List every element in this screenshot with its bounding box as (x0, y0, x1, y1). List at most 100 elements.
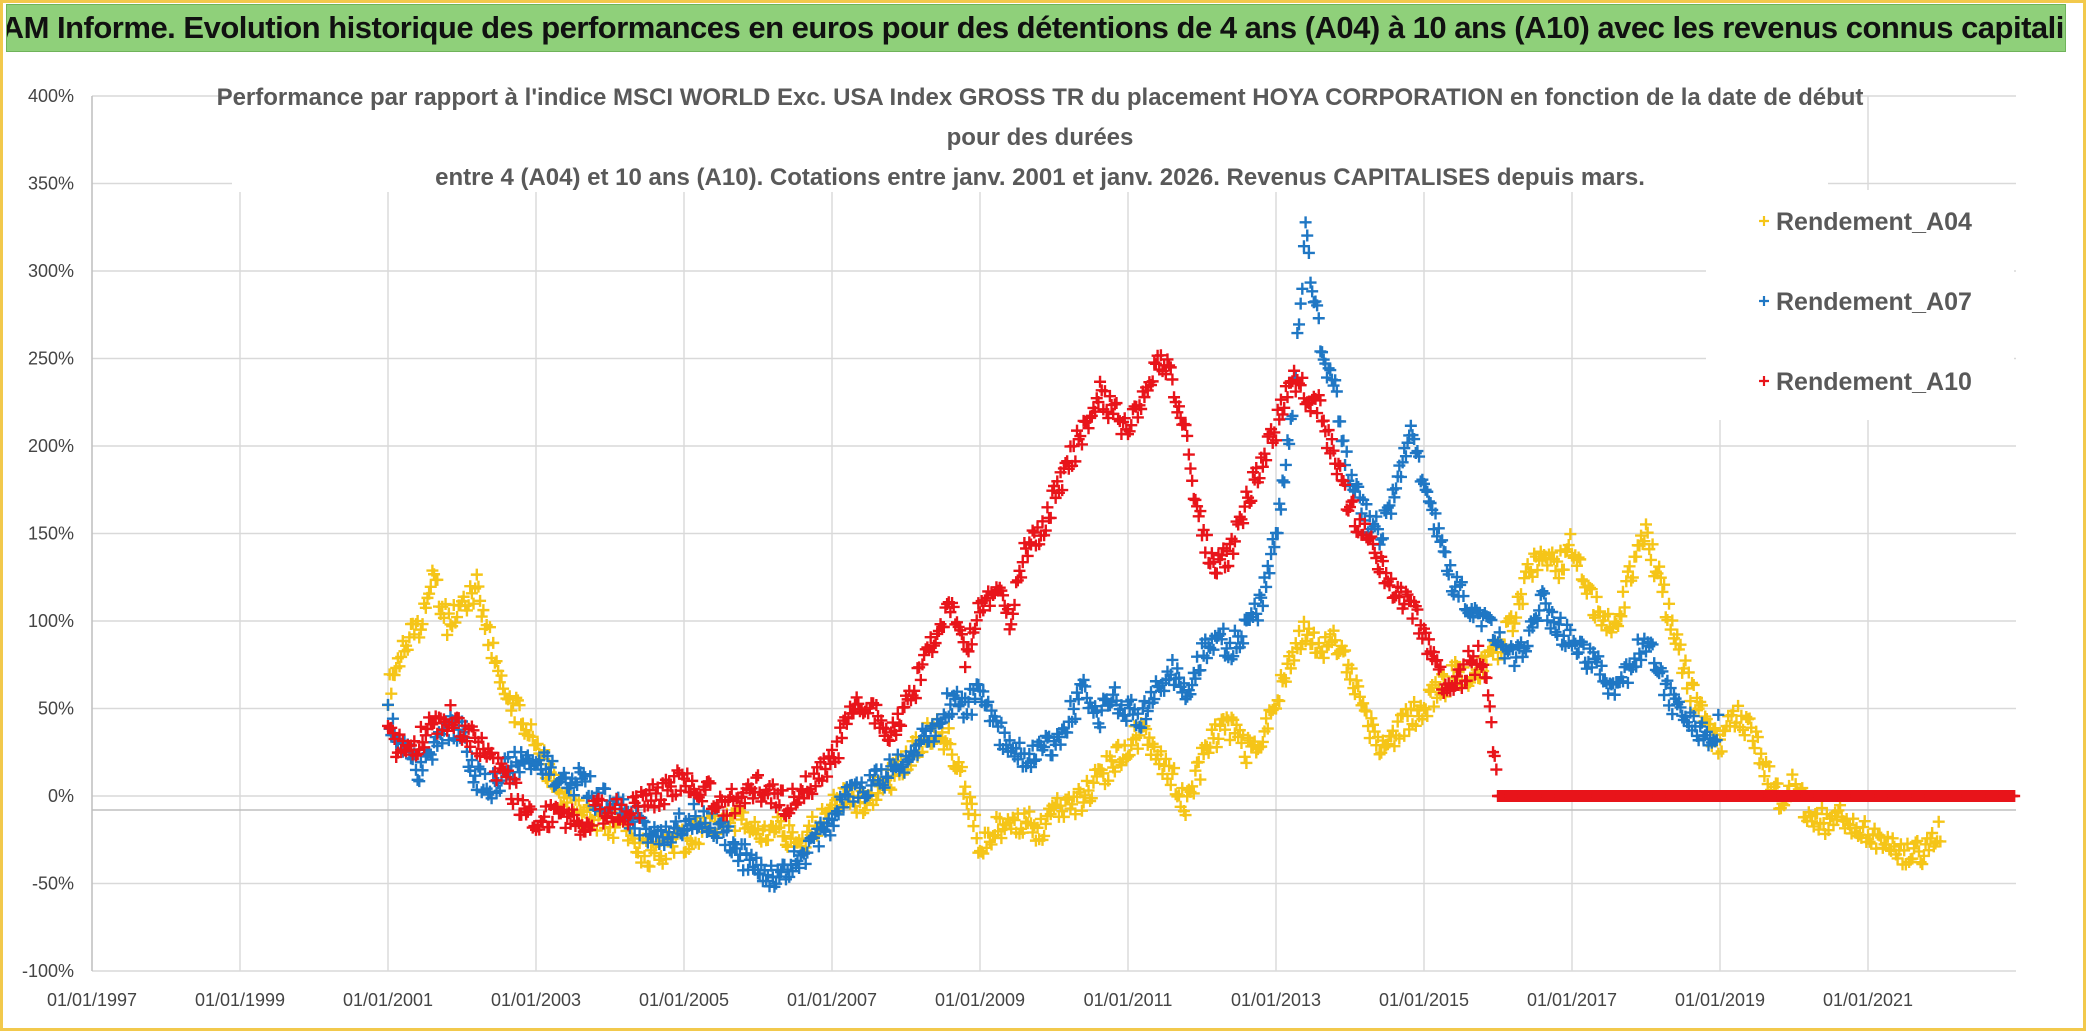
data-point (1595, 659, 1608, 672)
data-point (946, 748, 959, 761)
data-point (806, 810, 819, 823)
legend-item: Rendement_A04 (1759, 208, 1972, 236)
data-point (513, 699, 526, 712)
data-point (1843, 819, 1856, 832)
data-point (1538, 587, 1551, 600)
data-point (401, 643, 414, 656)
data-point (1291, 327, 1304, 340)
data-point (1418, 477, 1430, 490)
data-point (982, 695, 995, 708)
legend-marker (1759, 376, 1769, 386)
data-point (510, 691, 523, 704)
data-point (1699, 710, 1712, 723)
data-point (1345, 468, 1358, 481)
data-point (1490, 763, 1503, 776)
data-point (1217, 622, 1230, 635)
data-point (1345, 495, 1358, 508)
data-point (1082, 784, 1095, 797)
data-point (957, 636, 970, 649)
data-point (1166, 373, 1179, 386)
data-point (1192, 756, 1205, 769)
x-tick-label: 01/01/2015 (1379, 990, 1469, 1010)
data-point (1406, 612, 1419, 625)
data-point (1626, 571, 1639, 584)
data-point (503, 690, 516, 703)
data-point (1322, 424, 1335, 437)
data-point (1635, 653, 1648, 666)
data-point (1023, 536, 1036, 549)
data-point (1411, 603, 1424, 616)
data-point (1148, 693, 1161, 706)
data-point (1419, 703, 1432, 716)
data-point (895, 719, 908, 732)
data-point (942, 722, 955, 735)
chart-series (382, 216, 2021, 893)
data-point (927, 639, 940, 652)
x-tick-label: 01/01/2021 (1823, 990, 1913, 1010)
data-point (1102, 774, 1115, 787)
data-point (1608, 688, 1621, 701)
data-point (1763, 760, 1776, 773)
data-point (1638, 535, 1651, 548)
data-point (1368, 546, 1381, 559)
data-point (1158, 684, 1171, 697)
data-point (513, 766, 526, 779)
data-point (1549, 626, 1562, 639)
data-point (599, 782, 612, 795)
data-point (1644, 636, 1657, 649)
data-point (1472, 639, 1485, 652)
y-tick-label: 0% (48, 786, 74, 806)
y-tick-label: 200% (28, 436, 74, 456)
data-point (1592, 650, 1605, 663)
data-point (1906, 852, 1919, 865)
data-point (1546, 606, 1559, 619)
data-point (1168, 762, 1181, 775)
data-point (487, 636, 500, 649)
data-point (1585, 583, 1598, 596)
data-point (658, 798, 671, 811)
data-point (1210, 741, 1223, 754)
data-point (1641, 526, 1654, 539)
data-point (1401, 436, 1414, 449)
data-point (1161, 353, 1174, 366)
data-point (1572, 646, 1585, 659)
data-point (2008, 790, 2021, 802)
data-point (1687, 678, 1700, 691)
data-point (1024, 761, 1037, 774)
data-point (908, 684, 921, 697)
data-point (766, 778, 779, 791)
data-point (1863, 835, 1876, 848)
data-point (687, 798, 700, 811)
data-point (835, 731, 848, 744)
data-point (840, 717, 853, 730)
data-point (1352, 680, 1365, 693)
data-point (1436, 534, 1449, 547)
data-point (1125, 693, 1138, 706)
data-point (1444, 559, 1457, 572)
data-point (495, 757, 508, 770)
data-point (1079, 680, 1092, 693)
data-point (1526, 621, 1539, 634)
data-point (505, 704, 518, 717)
data-point (898, 766, 911, 779)
data-point (1398, 729, 1411, 742)
data-point (1166, 653, 1179, 666)
data-point (750, 771, 763, 784)
x-axis: 01/01/1997 01/01/1999 01/01/2001 01/01/2003… (47, 990, 1913, 1010)
data-point (1521, 558, 1534, 571)
data-point (1227, 547, 1240, 560)
data-point (1179, 419, 1192, 432)
data-point (1268, 541, 1281, 554)
data-point (1376, 532, 1389, 545)
data-point (1235, 736, 1248, 749)
data-point (1738, 729, 1751, 742)
data-point (1431, 654, 1444, 667)
data-point (1498, 652, 1511, 665)
data-point (1661, 674, 1674, 687)
data-point (1256, 599, 1269, 612)
data-point (1575, 635, 1588, 648)
data-point (1873, 829, 1886, 842)
data-point (788, 845, 801, 858)
data-point (1570, 559, 1583, 572)
data-point (1293, 318, 1306, 331)
